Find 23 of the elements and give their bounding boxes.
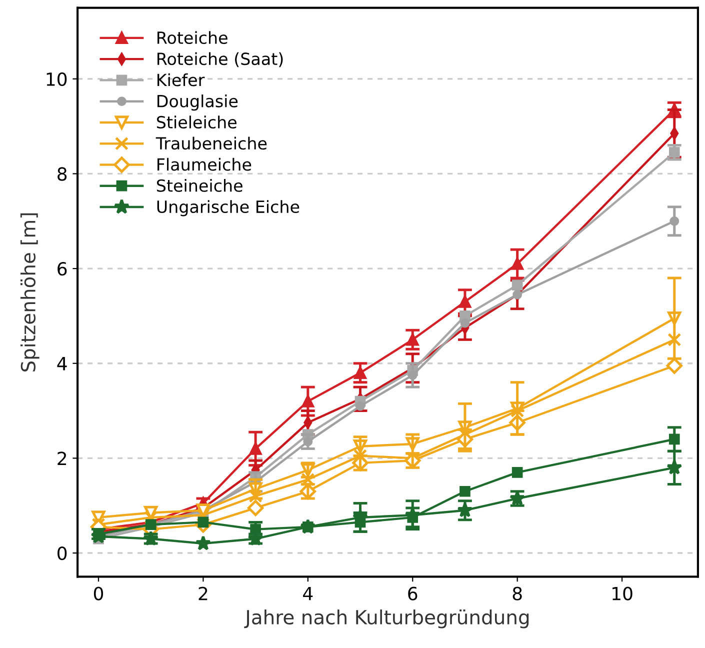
- legend-label: Douglasie: [158, 94, 238, 111]
- legend-label: Steineiche: [156, 179, 242, 192]
- x-tick-label: 4: [303, 587, 313, 600]
- y-tick-label: 4: [57, 357, 67, 370]
- y-tick-label: 0: [58, 546, 67, 560]
- legend-label: Ungarische Eiche: [157, 200, 300, 216]
- legend-label: Stieleiche: [156, 116, 236, 129]
- y-tick-label: 2: [58, 452, 66, 466]
- legend-label: Roteiche (Saat): [158, 52, 283, 68]
- x-tick-label: 10: [612, 586, 632, 600]
- x-axis-title: Jahre nach Kulturbegründung: [244, 609, 529, 628]
- legend-label: Kiefer: [158, 73, 205, 86]
- x-tick-label: 8: [512, 586, 522, 600]
- legend-label: Flaumeiche: [158, 158, 252, 171]
- legend-label: Roteiche: [158, 31, 228, 44]
- legend-label: Traubeneiche: [156, 136, 267, 150]
- x-tick-label: 6: [408, 586, 418, 600]
- x-tick-label: 2: [198, 586, 208, 600]
- y-tick-label: 6: [58, 262, 67, 276]
- y-axis-title: Spitzenhöhe [m]: [20, 213, 40, 372]
- y-tick-label: 8: [58, 167, 67, 181]
- x-tick-label: 0: [94, 586, 104, 600]
- y-tick-label: 10: [46, 72, 67, 86]
